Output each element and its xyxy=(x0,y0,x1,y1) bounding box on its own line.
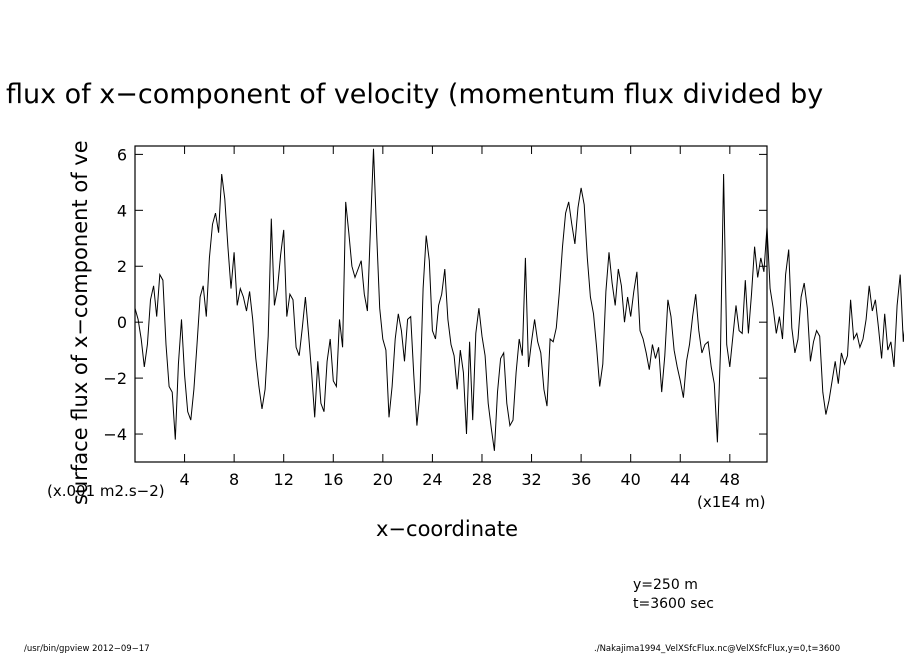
y-tick-label: 4 xyxy=(117,201,127,220)
y-unit-label: (x.001 m2.s−2) xyxy=(47,482,165,500)
x-tick-label: 8 xyxy=(229,470,239,489)
footer-right-text: ./Nakajima1994_VelXSfcFlux.nc@VelXSfcFlu… xyxy=(594,644,840,654)
x-axis-ticks: 4 8 12 16 20 24 28 32 36 40 44 48 xyxy=(179,146,740,489)
series-line xyxy=(134,148,904,451)
plot-frame xyxy=(134,145,768,463)
x-tick-label: 32 xyxy=(521,470,541,489)
position-annotation: y=250 m xyxy=(633,577,698,593)
x-tick-label: 36 xyxy=(571,470,591,489)
x-tick-label: 40 xyxy=(621,470,641,489)
x-unit-label: (x1E4 m) xyxy=(697,493,766,511)
chart-title: flux of x−component of velocity (momentu… xyxy=(6,79,823,110)
x-tick-label: 28 xyxy=(472,470,492,489)
x-tick-label: 4 xyxy=(179,470,189,489)
time-annotation: t=3600 sec xyxy=(633,596,714,612)
x-axis-label: x−coordinate xyxy=(376,517,518,541)
y-tick-label: −2 xyxy=(103,369,127,388)
y-axis-label: surface flux of x−component of ve xyxy=(68,140,92,505)
x-tick-label: 24 xyxy=(422,470,442,489)
y-tick-label: 2 xyxy=(117,257,127,276)
x-tick-label: 16 xyxy=(323,470,343,489)
y-axis-ticks: 6 4 2 0 −2 −4 xyxy=(103,145,767,444)
y-tick-label: −4 xyxy=(103,425,127,444)
x-tick-label: 12 xyxy=(274,470,294,489)
x-tick-label: 48 xyxy=(720,470,740,489)
footer-left-text: /usr/bin/gpview 2012−09−17 xyxy=(24,644,150,654)
x-tick-label: 44 xyxy=(670,470,690,489)
y-tick-label: 6 xyxy=(117,145,127,164)
x-tick-label: 20 xyxy=(373,470,393,489)
y-tick-label: 0 xyxy=(117,313,127,332)
